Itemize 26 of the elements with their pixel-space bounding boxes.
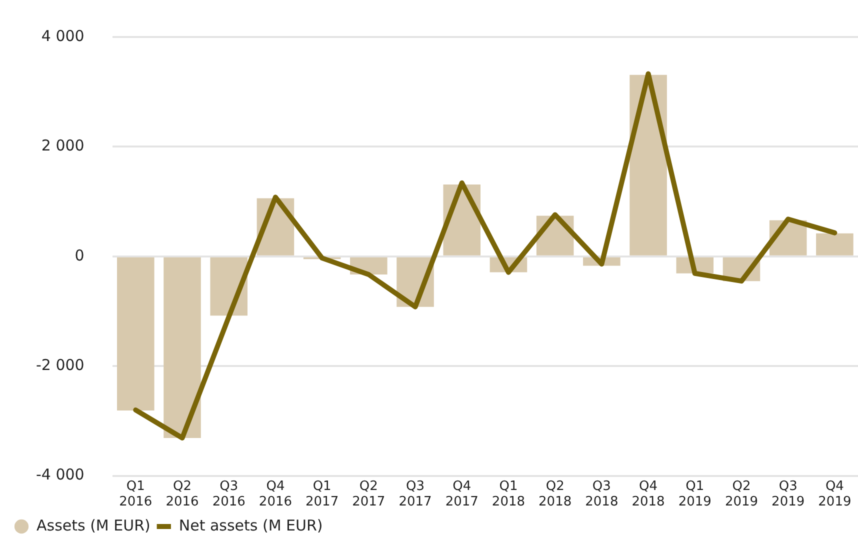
y-tick-label: -2 000 — [36, 356, 84, 374]
x-tick-label: Q3 2017 — [398, 478, 432, 510]
legend-label: Assets (M EUR) — [36, 516, 150, 534]
x-tick-label: Q3 2016 — [212, 478, 246, 510]
x-tick-label: Q4 2019 — [818, 478, 852, 510]
x-tick-label: Q3 2019 — [772, 478, 805, 510]
x-tick-label: Q1 2017 — [306, 478, 339, 510]
x-tick-label: Q1 2019 — [678, 478, 712, 510]
x-tick-label: Q4 2016 — [258, 478, 292, 510]
x-tick-label: Q2 2016 — [166, 478, 199, 510]
x-tick-label: Q1 2016 — [119, 478, 152, 510]
y-tick-label: 0 — [74, 246, 84, 264]
x-tick-label: Q2 2019 — [724, 478, 758, 510]
x-tick-label: Q3 2018 — [585, 478, 618, 510]
y-tick-label: 4 000 — [41, 26, 84, 45]
y-tick-label: -4 000 — [36, 466, 84, 484]
y-tick-label: 2 000 — [41, 136, 84, 155]
x-tick-label: Q4 2017 — [445, 478, 478, 510]
bar — [816, 233, 854, 256]
legend-label: Net assets (M EUR) — [178, 516, 323, 534]
x-tick-label: Q1 2018 — [492, 478, 526, 510]
x-tick-label: Q4 2018 — [632, 478, 665, 510]
bar — [164, 257, 201, 438]
bar — [117, 257, 154, 411]
x-tick-label: Q2 2018 — [538, 478, 572, 510]
x-tick-label: Q2 2017 — [352, 478, 386, 510]
